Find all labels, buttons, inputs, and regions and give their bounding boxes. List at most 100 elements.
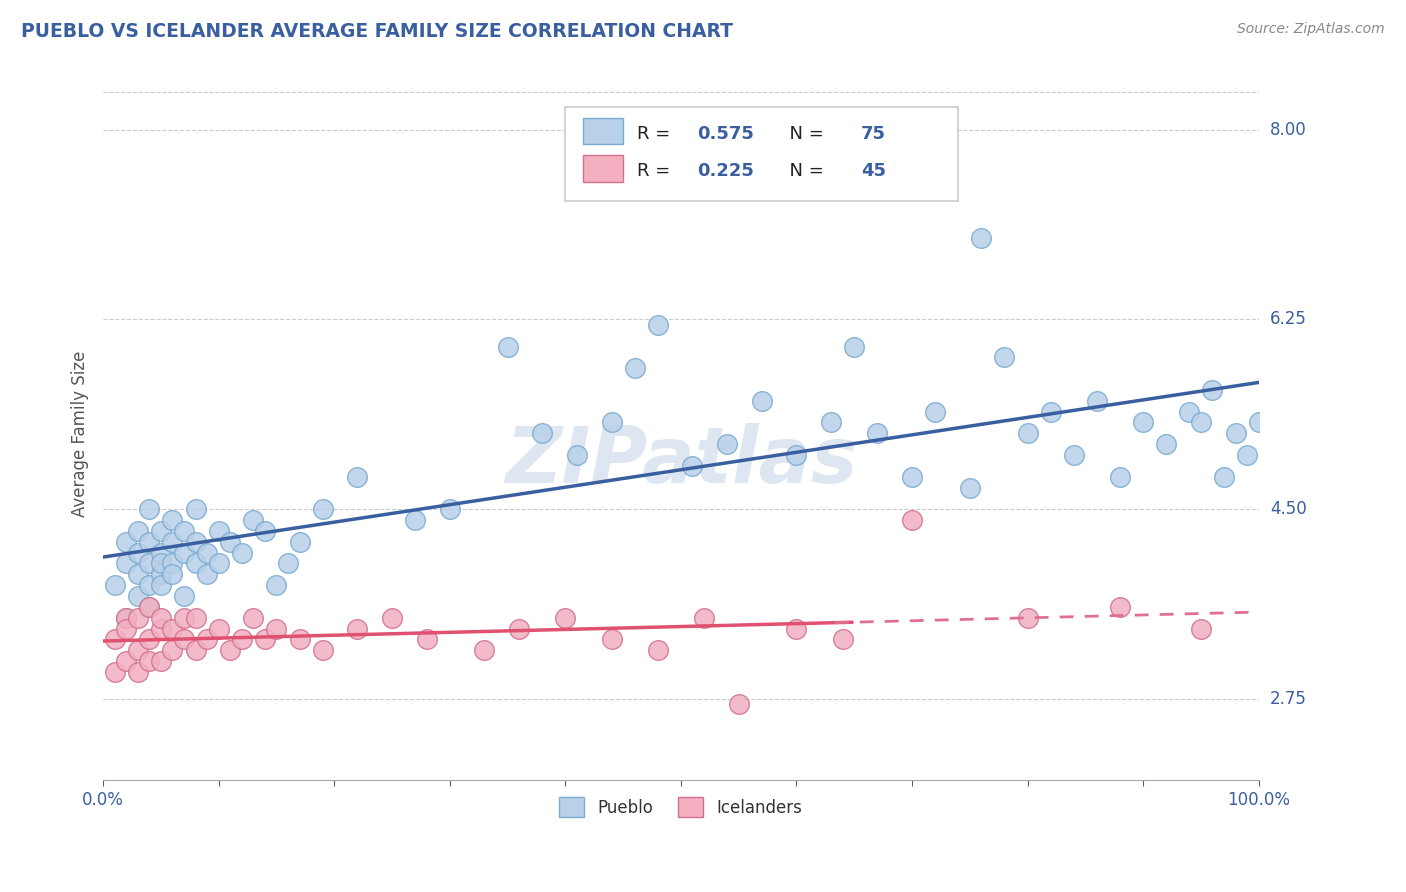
Point — [346, 622, 368, 636]
Point — [127, 643, 149, 657]
Text: 4.50: 4.50 — [1270, 500, 1306, 518]
Point — [1236, 448, 1258, 462]
Point — [831, 632, 853, 647]
Point — [138, 578, 160, 592]
Point — [127, 610, 149, 624]
Text: Source: ZipAtlas.com: Source: ZipAtlas.com — [1237, 22, 1385, 37]
Point — [173, 589, 195, 603]
Point — [554, 610, 576, 624]
Point — [474, 643, 496, 657]
Point — [253, 632, 276, 647]
Point — [184, 502, 207, 516]
Point — [1189, 622, 1212, 636]
Point — [277, 557, 299, 571]
Point — [127, 567, 149, 582]
Point — [149, 578, 172, 592]
Point — [508, 622, 530, 636]
Text: 0.225: 0.225 — [697, 162, 754, 180]
Point — [647, 643, 669, 657]
Point — [600, 416, 623, 430]
Point — [138, 534, 160, 549]
Point — [866, 426, 889, 441]
Point — [1154, 437, 1177, 451]
Point — [415, 632, 437, 647]
Legend: Pueblo, Icelanders: Pueblo, Icelanders — [553, 790, 810, 824]
Point — [312, 502, 335, 516]
Point — [288, 632, 311, 647]
Y-axis label: Average Family Size: Average Family Size — [72, 351, 89, 516]
Point — [404, 513, 426, 527]
Point — [439, 502, 461, 516]
Text: PUEBLO VS ICELANDER AVERAGE FAMILY SIZE CORRELATION CHART: PUEBLO VS ICELANDER AVERAGE FAMILY SIZE … — [21, 22, 733, 41]
Point — [149, 557, 172, 571]
Point — [1017, 610, 1039, 624]
Point — [1039, 404, 1062, 418]
Point — [149, 524, 172, 538]
Bar — [582, 155, 623, 182]
Point — [138, 599, 160, 614]
Point — [149, 610, 172, 624]
Point — [115, 534, 138, 549]
Text: 45: 45 — [860, 162, 886, 180]
Point — [162, 557, 184, 571]
Point — [623, 361, 645, 376]
Point — [138, 654, 160, 668]
Point — [104, 578, 127, 592]
Point — [173, 524, 195, 538]
Point — [127, 589, 149, 603]
Point — [681, 458, 703, 473]
Point — [1225, 426, 1247, 441]
Point — [727, 698, 749, 712]
Point — [149, 567, 172, 582]
Point — [1085, 393, 1108, 408]
Point — [693, 610, 716, 624]
Point — [162, 513, 184, 527]
Point — [173, 610, 195, 624]
Text: 2.75: 2.75 — [1270, 690, 1306, 708]
Point — [162, 567, 184, 582]
Point — [1132, 416, 1154, 430]
Point — [149, 546, 172, 560]
Point — [1063, 448, 1085, 462]
Point — [288, 534, 311, 549]
Point — [208, 524, 231, 538]
Point — [924, 404, 946, 418]
Point — [138, 557, 160, 571]
Point — [104, 632, 127, 647]
Point — [716, 437, 738, 451]
Text: ZIPatlas: ZIPatlas — [505, 423, 858, 500]
Point — [104, 665, 127, 679]
Point — [138, 632, 160, 647]
Point — [1178, 404, 1201, 418]
Point — [162, 534, 184, 549]
Point — [138, 502, 160, 516]
Point — [184, 534, 207, 549]
Point — [381, 610, 404, 624]
Point — [195, 546, 218, 560]
Point — [115, 557, 138, 571]
Point — [844, 340, 866, 354]
Point — [208, 622, 231, 636]
Point — [127, 524, 149, 538]
FancyBboxPatch shape — [565, 107, 959, 201]
Point — [115, 622, 138, 636]
Point — [785, 448, 807, 462]
Point — [115, 610, 138, 624]
Point — [231, 632, 253, 647]
Point — [162, 622, 184, 636]
Point — [184, 557, 207, 571]
Point — [242, 610, 264, 624]
Point — [785, 622, 807, 636]
Point — [901, 469, 924, 483]
Point — [820, 416, 842, 430]
Point — [195, 632, 218, 647]
Text: 8.00: 8.00 — [1270, 120, 1306, 139]
Text: N =: N = — [778, 162, 830, 180]
Point — [149, 654, 172, 668]
Bar — [582, 118, 623, 145]
Point — [127, 546, 149, 560]
Text: 0.575: 0.575 — [697, 125, 754, 143]
Point — [184, 643, 207, 657]
Point — [647, 318, 669, 332]
Point — [970, 231, 993, 245]
